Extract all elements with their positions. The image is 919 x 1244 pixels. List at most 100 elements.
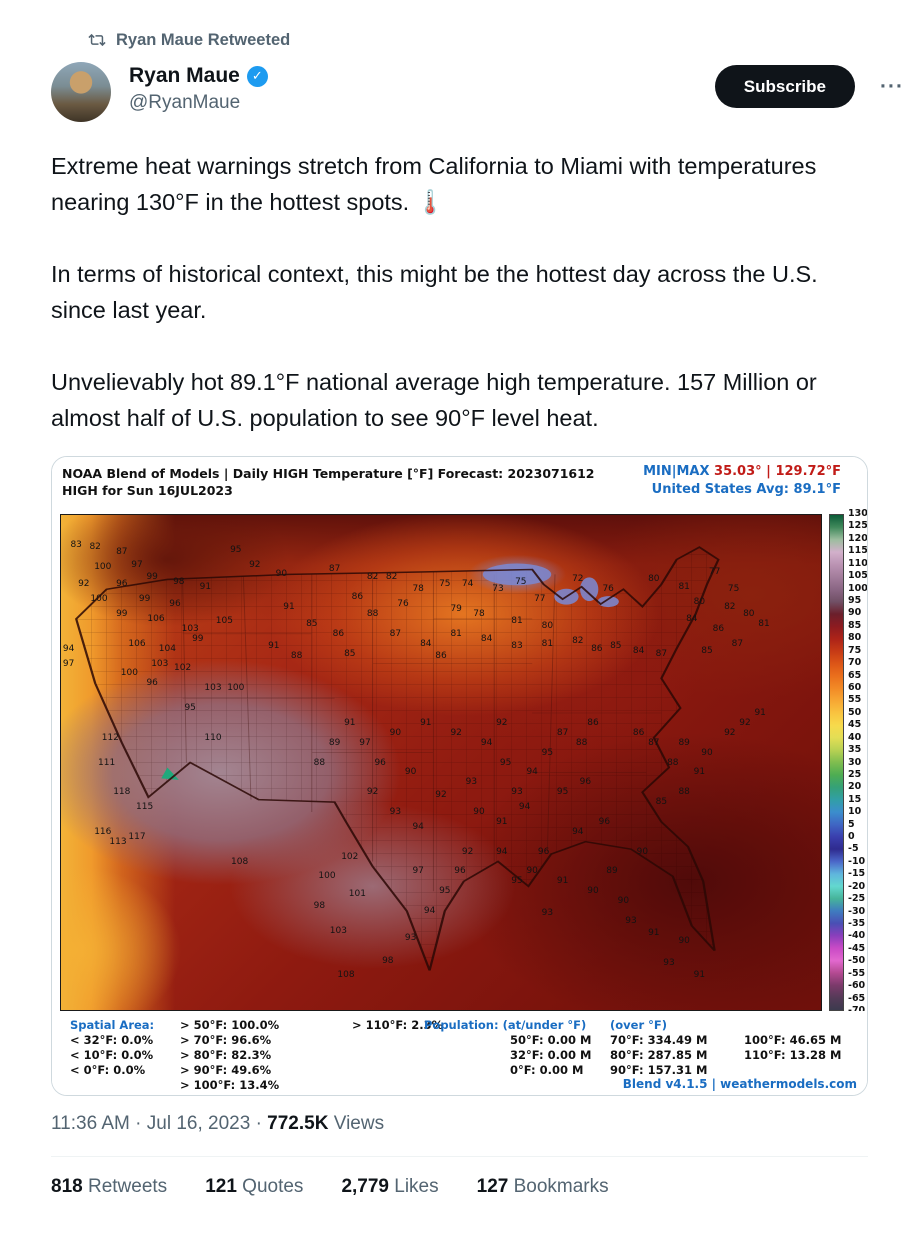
temp-label: 81 (758, 618, 770, 629)
temp-label: 90 (404, 767, 417, 778)
map-footer-stat: < 0°F: 0.0% (70, 1063, 146, 1077)
footer-spatial: Spatial Area: < 32°F: 0.0% < 10°F: 0.0% < … (70, 1018, 154, 1078)
map-credit: Blend v4.1.5 | weathermodels.com (622, 1077, 857, 1091)
temp-label: 98 (173, 576, 185, 587)
colorbar-tick: 10 (848, 806, 862, 818)
colorbar-tick: 60 (848, 681, 862, 693)
map-title-line1: NOAA Blend of Models | Daily HIGH Temper… (62, 466, 595, 481)
colorbar-tick: 5 (848, 818, 855, 830)
temp-label: 84 (632, 646, 645, 657)
temp-label: 115 (136, 802, 154, 813)
temp-label: 80 (693, 596, 706, 607)
stat-label: Bookmarks (508, 1176, 609, 1197)
views-count: 772.5K (267, 1113, 329, 1134)
temp-label: 86 (632, 727, 645, 738)
temp-label: 92 (461, 846, 474, 857)
temp-label: 94 (496, 846, 508, 857)
temp-label: 86 (332, 628, 345, 639)
temp-label: 95 (511, 876, 523, 887)
tweet-header: Ryan Maue ✓ @RyanMaue Subscribe ··· (51, 62, 903, 124)
temp-label: 85 (655, 797, 668, 808)
temp-label: 77 (708, 566, 721, 577)
temp-label: 88 (678, 787, 690, 798)
temp-label: 93 (404, 933, 417, 944)
more-options-icon[interactable]: ··· (874, 74, 910, 100)
temp-label: 90 (678, 935, 690, 946)
temp-label: 94 (423, 906, 436, 916)
temp-label: 117 (128, 831, 146, 842)
temp-label: 97 (62, 658, 75, 669)
temp-label: 94 (526, 767, 538, 778)
temp-label: 86 (435, 651, 447, 662)
temp-label: 76 (602, 584, 614, 595)
temp-label: 87 (655, 648, 668, 659)
colorbar-tick: -10 (848, 855, 866, 867)
verified-badge-icon: ✓ (246, 65, 268, 87)
temp-label: 90 (526, 866, 538, 877)
avatar[interactable] (51, 62, 111, 122)
temp-label: 96 (116, 579, 128, 590)
temp-label: 98 (313, 901, 326, 912)
temp-label: 91 (420, 717, 432, 728)
map-minmax-value: 35.03° | 129.72°F (709, 464, 841, 479)
stat-quotes[interactable]: 121 Quotes (205, 1175, 303, 1199)
temp-label: 91 (268, 641, 280, 652)
colorbar-tick: -25 (848, 893, 866, 905)
tweet-paragraph-3: Unvelievably hot 89.1°F national average… (51, 369, 817, 431)
footer-spatial-label: Spatial Area: (70, 1018, 155, 1032)
temp-label: 91 (648, 928, 660, 939)
temp-label: 75 (515, 576, 527, 587)
temp-label: 81 (678, 581, 690, 592)
colorbar-tick: 40 (848, 731, 862, 743)
map-footer-stat: 90°F: 157.31 M (610, 1063, 708, 1077)
temp-label: 90 (275, 569, 288, 580)
temp-label: 92 (450, 727, 462, 738)
colorbar-tick: -20 (848, 880, 866, 892)
temp-label: 101 (348, 888, 366, 899)
temp-label: 97 (131, 559, 143, 570)
temp-label: 87 (648, 737, 660, 748)
temp-label: 91 (344, 717, 356, 728)
retweet-banner[interactable]: Ryan Maue Retweeted (51, 30, 868, 50)
temp-label: 82 (366, 571, 379, 582)
temp-label: 81 (511, 616, 523, 627)
temp-label: 103 (151, 658, 169, 669)
colorbar-tick: 75 (848, 644, 862, 656)
temp-label: 76 (397, 599, 409, 610)
temp-label: 100 (94, 561, 112, 572)
stat-count: 121 (205, 1176, 237, 1197)
colorbar-tick: 0 (848, 831, 855, 843)
colorbar-tick: -35 (848, 918, 866, 930)
temp-label: 94 (412, 821, 424, 832)
temp-label: 78 (412, 584, 424, 595)
temp-label: 87 (116, 547, 128, 558)
temp-label: 92 (78, 579, 90, 590)
temp-label: 82 (385, 571, 398, 582)
tweet-media-map[interactable]: NOAA Blend of Models | Daily HIGH Temper… (51, 456, 868, 1096)
temp-label: 97 (412, 866, 424, 877)
temp-label: 84 (480, 633, 493, 644)
views-label: Views (333, 1113, 385, 1134)
temp-label: 99 (138, 594, 151, 605)
temp-label: 72 (572, 574, 584, 585)
temp-label: 83 (70, 539, 82, 550)
temp-label: 93 (663, 957, 675, 968)
display-name[interactable]: Ryan Maue ✓ (129, 63, 868, 89)
stat-likes[interactable]: 2,779 Likes (341, 1175, 438, 1199)
colorbar-tick: -65 (848, 992, 866, 1004)
map-footer-stat: 80°F: 287.85 M (610, 1048, 708, 1062)
colorbar-tick: 30 (848, 756, 862, 768)
stat-bookmarks[interactable]: 127 Bookmarks (477, 1175, 609, 1199)
map-footer-stat: < 32°F: 0.0% (70, 1033, 154, 1047)
subscribe-button[interactable]: Subscribe (714, 65, 855, 108)
temp-label: 73 (492, 584, 504, 595)
temp-label: 74 (461, 579, 474, 590)
tweet-text: Extreme heat warnings stretch from Calif… (51, 148, 868, 436)
stat-retweets[interactable]: 818 Retweets (51, 1175, 167, 1199)
temp-label: 104 (158, 643, 176, 654)
temp-label: 88 (290, 651, 303, 662)
user-handle[interactable]: @RyanMaue (129, 92, 241, 113)
map-usa-average: United States Avg: 89.1°F (651, 482, 841, 497)
temp-label: 88 (366, 609, 379, 619)
temp-label: 93 (465, 777, 478, 788)
